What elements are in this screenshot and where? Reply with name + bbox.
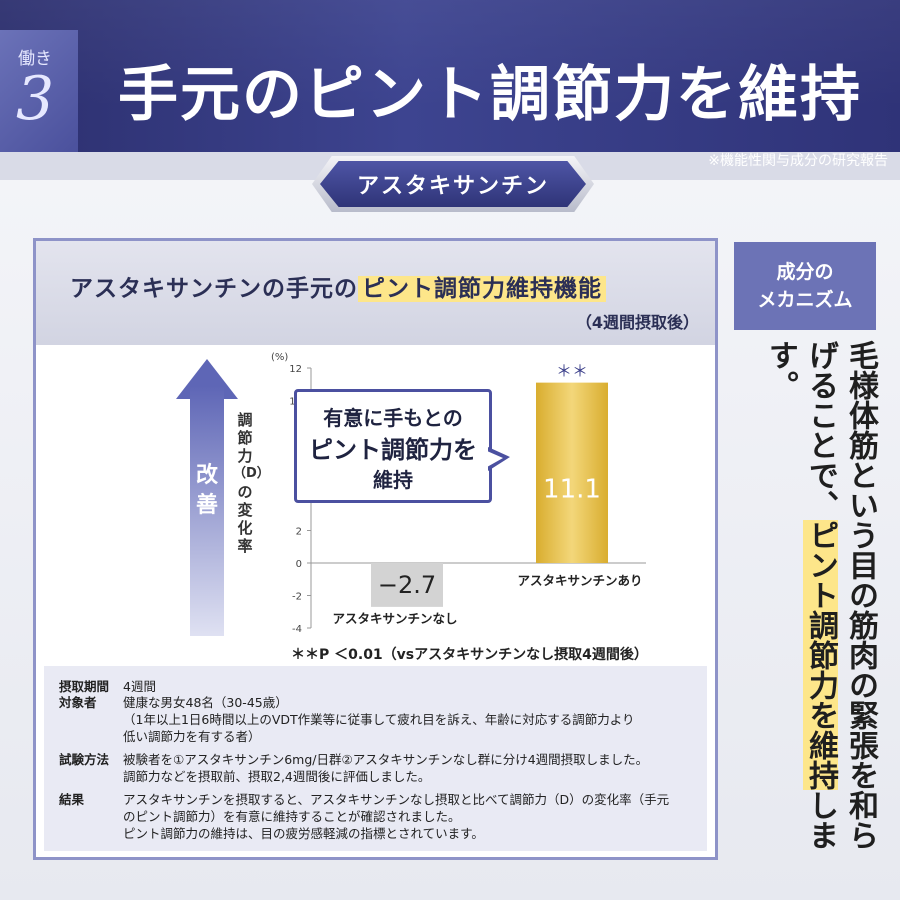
improvement-label: 改善 — [195, 463, 218, 518]
info-line: （1年以上1日6時間以上のVDT作業等に従事して疲れ目を訴え、年齢に対応する調節… — [123, 712, 635, 727]
info-line: 低い調節力を有する者） — [123, 729, 261, 744]
panel-title: アスタキサンチンの手元の ピント調節力維持機能 — [70, 269, 606, 303]
y-tick-label: -2 — [292, 592, 302, 603]
bar-with — [536, 382, 608, 563]
info-line: 被験者を①アスタキサンチン6mg/日群②アスタキサンチンなし群に分け4週間摂取し… — [123, 752, 649, 767]
callout-line-2: ピント調節力を — [309, 436, 477, 464]
header-banner: 働き 3 手元のピント調節力を維持 — [0, 0, 900, 180]
badge-number: 3 — [16, 64, 55, 134]
badge-small-label: 働き — [18, 49, 52, 69]
callout-bubble: 有意に手もとの ピント調節力を 維持 — [294, 389, 492, 503]
mechanism-box: 成分の メカニズム — [734, 242, 876, 330]
ingredient-ribbon: アスタキサンチン — [320, 161, 586, 207]
page-title: 手元のピント調節力を維持 — [118, 60, 862, 130]
y-tick-label: 2 — [296, 527, 302, 538]
panel-title-highlight: ピント調節力維持機能 — [358, 276, 606, 302]
study-info: 摂取期間 4週間対象者 健康な男女48名（30-45歳） （1年以上1日6時間以上のV… — [44, 666, 707, 851]
bar-value-label: −2.7 — [378, 571, 436, 599]
significance-mark: ＊＊ — [556, 362, 588, 381]
y-axis-unit: (%) — [271, 352, 288, 363]
bar-chart: (%)-4-2024681012 −2.7アスタキサンチンなし11.1アスタキサ… — [271, 352, 646, 635]
mechanism-text-after: します。 — [763, 340, 838, 850]
improvement-arrow-icon — [190, 386, 224, 636]
callout-line-1: 有意に手もとの — [323, 406, 463, 430]
info-row-value: アスタキサンチンを摂取すると、アスタキサンチンなし摂取と比べて調節力（D）の変化… — [123, 791, 703, 842]
info-line: アスタキサンチンを摂取すると、アスタキサンチンなし摂取と比べて調節力（D）の変化… — [123, 792, 670, 807]
info-line: ピント調節力の維持は、目の疲労感軽減の指標とされています。 — [123, 826, 484, 841]
chart-panel: アスタキサンチンの手元の ピント調節力維持機能 （4週間摂取後） 改善 調節力 （… — [33, 238, 718, 860]
mechanism-line-2: メカニズム — [757, 289, 853, 311]
bar-without — [371, 563, 443, 607]
y-tick-label: 12 — [289, 364, 302, 375]
badge-box — [0, 30, 78, 156]
y-tick-label: 0 — [296, 559, 302, 570]
y-axis-label-part-c: の変化率 — [237, 483, 253, 555]
category-label: アスタキサンチンなし — [332, 611, 457, 626]
info-line: 4週間 — [123, 679, 156, 694]
info-line: 調節力などを摂取前、摂取2,4週間後に評価しました。 — [123, 769, 431, 784]
info-row-key: 対象者 — [59, 695, 97, 710]
info-row-key: 結果 — [59, 792, 85, 807]
info-line: のピント調節力）を有意に維持することが確認されました。 — [123, 809, 461, 824]
significance-footnote: ＊＊P ＜0.01（vsアスタキサンチンなし摂取4週間後） — [291, 647, 648, 663]
panel-subtitle: （4週間摂取後） — [575, 313, 699, 332]
category-label: アスタキサンチンあり — [517, 573, 642, 588]
header-sheen — [0, 0, 900, 180]
mechanism-text: 毛様体筋という目の筋肉の緊張を和らげることで、ピント調節力を維持します。 — [740, 340, 880, 860]
info-row-key: 試験方法 — [59, 752, 110, 767]
panel-title-prefix: アスタキサンチンの手元の — [70, 276, 358, 302]
info-row-value: 被験者を①アスタキサンチン6mg/日群②アスタキサンチンなし群に分け4週間摂取し… — [123, 751, 703, 785]
info-row-value: 健康な男女48名（30-45歳） （1年以上1日6時間以上のVDT作業等に従事して… — [123, 694, 703, 745]
callout-line-3: 維持 — [373, 468, 413, 492]
info-row-key: 摂取期間 — [59, 679, 110, 694]
mechanism-line-1: 成分の — [776, 261, 834, 283]
y-axis-label-part-a: 調節力 — [237, 411, 253, 465]
callout-tail-inner — [487, 451, 503, 467]
info-line: 健康な男女48名（30-45歳） — [123, 695, 288, 710]
research-note: ※機能性関与成分の研究報告 — [708, 153, 888, 169]
mechanism-text-before: 毛様体筋という目の筋肉の緊張を和らげることで、 — [803, 340, 878, 850]
bar-value-label: 11.1 — [543, 475, 601, 505]
panel-header: アスタキサンチンの手元の ピント調節力維持機能 （4週間摂取後） — [36, 241, 715, 345]
mechanism-text-highlight: ピント調節力を維持 — [803, 520, 838, 790]
y-tick-label: -4 — [292, 624, 302, 635]
info-row-value: 4週間 — [123, 678, 703, 695]
